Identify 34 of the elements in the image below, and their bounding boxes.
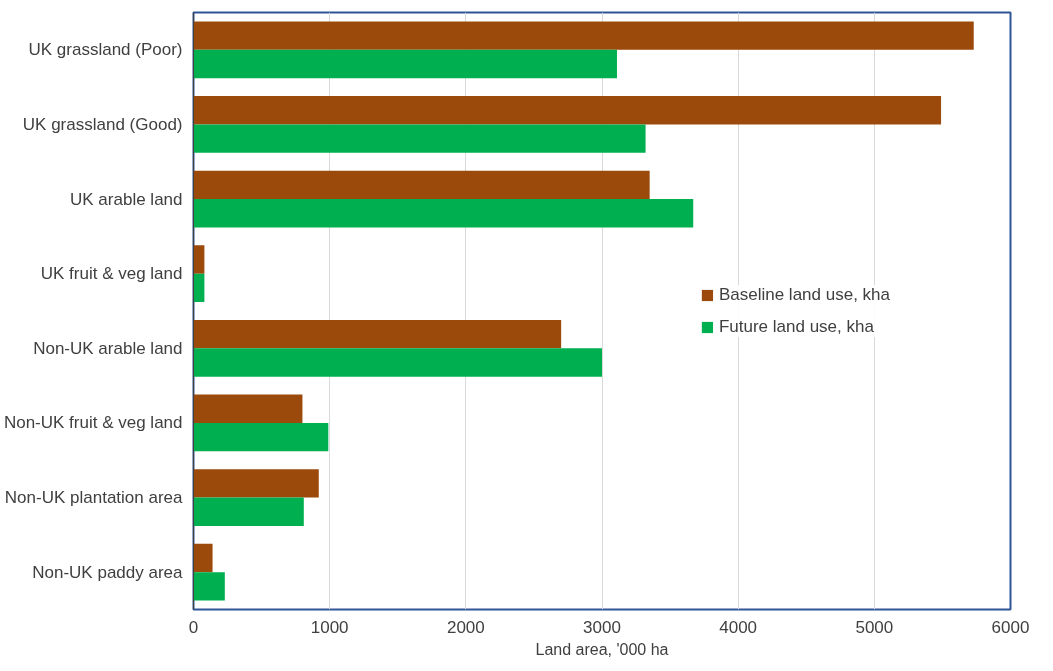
bar: [193, 319, 562, 349]
bar: [193, 394, 303, 423]
bar: [193, 199, 694, 228]
bar: [193, 21, 974, 50]
x-tick-label: 2000: [446, 617, 485, 637]
bar: [193, 124, 646, 153]
bar: [193, 273, 205, 303]
x-tick-label: 0: [188, 617, 199, 637]
bar: [193, 96, 942, 125]
bar: [193, 170, 650, 200]
y-tick-label: Non-UK paddy area: [32, 562, 184, 582]
y-tick-label: Non-UK plantation area: [4, 488, 184, 508]
legend-label: Future land use, kha: [718, 316, 874, 337]
bar: [193, 572, 225, 601]
bar: [193, 469, 319, 498]
x-tick-label: 4000: [719, 617, 758, 637]
y-tick-label: Non-UK arable land: [33, 338, 183, 358]
y-tick-label: UK grassland (Poor): [28, 40, 183, 60]
y-tick-label: UK arable land: [70, 189, 183, 209]
y-tick-label: Non-UK fruit & veg land: [3, 413, 183, 433]
legend-label: Baseline land use, kha: [718, 284, 890, 305]
bar: [193, 543, 213, 573]
y-tick-label: UK fruit & veg land: [40, 264, 183, 284]
x-tick-label: 1000: [310, 617, 349, 637]
x-tick-label: 5000: [855, 617, 894, 637]
bar: [193, 497, 304, 526]
bar: [193, 245, 205, 274]
bar: [193, 49, 617, 79]
bar: [193, 348, 602, 377]
x-axis-title: Land area, '000 ha: [535, 640, 669, 658]
x-tick-label: 3000: [583, 617, 621, 637]
y-tick-label: UK grassland (Good): [22, 114, 183, 134]
x-tick-label: 6000: [991, 617, 1030, 637]
bar: [193, 422, 329, 452]
